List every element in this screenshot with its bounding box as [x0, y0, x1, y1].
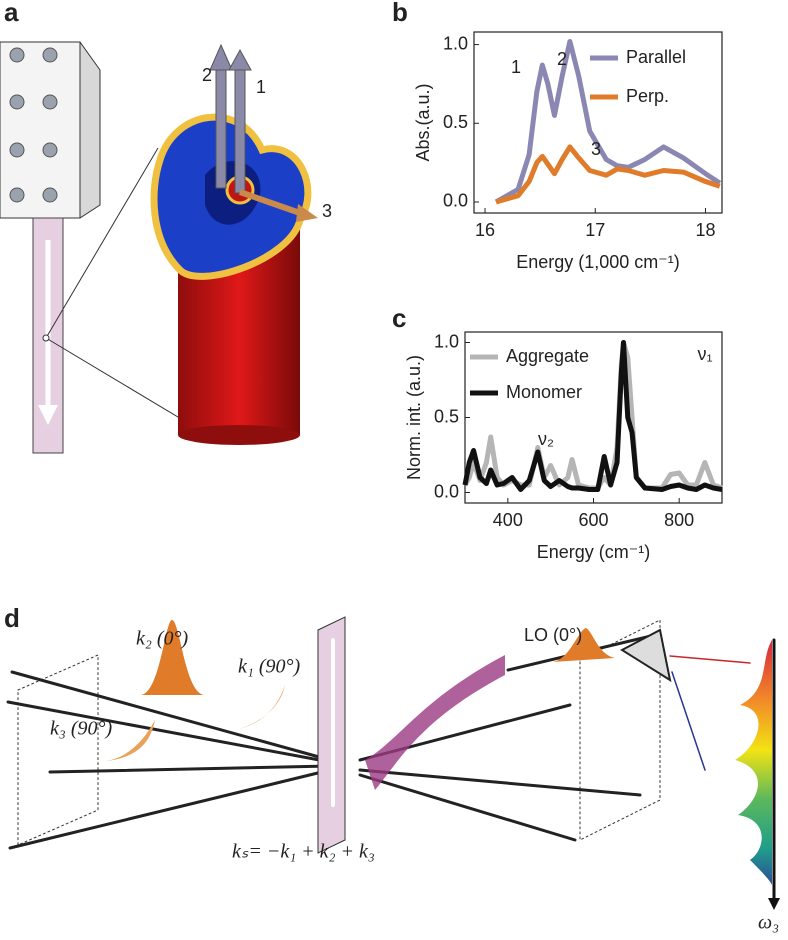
y-axis-label: Abs.(a.u.) [413, 83, 433, 161]
x-tick-label: 17 [585, 220, 605, 240]
series-line [495, 144, 721, 205]
y-tick-label: 0.0 [443, 191, 468, 211]
x-tick-label: 16 [475, 220, 495, 240]
series-line [462, 340, 723, 491]
series-line [494, 38, 722, 205]
y-tick-label: 1.0 [443, 33, 468, 53]
peak-label: 3 [591, 139, 601, 159]
plot-frame [473, 31, 723, 214]
x-axis-label: Energy (cm⁻¹) [537, 542, 651, 562]
arrow-label: 1 [256, 77, 266, 97]
series-line [462, 340, 723, 492]
y-tick-label: 0.5 [434, 406, 459, 426]
diagram-d: k₂ (0°) k₁ (90°) k₃ (90°) LO (0°) kₛ= −k… [6, 616, 780, 934]
axis-label: ω₃ [758, 912, 779, 934]
beam-label: k₁ (90°) [238, 656, 300, 678]
signal-equation: kₛ= −k₁ + k₂ + k₃ [232, 841, 375, 863]
peak-label: ν₂ [538, 429, 554, 449]
legend-label: Parallel [626, 47, 686, 67]
peak-label: 2 [557, 49, 567, 69]
y-tick-label: 1.0 [434, 331, 459, 351]
y-tick-label: 0.5 [443, 112, 468, 132]
legend-label: Aggregate [506, 346, 589, 366]
x-tick-label: 18 [695, 220, 715, 240]
panel-label: b [392, 0, 408, 27]
y-axis-label: Norm. int. (a.u.) [404, 355, 424, 480]
legend-label: Monomer [506, 382, 582, 402]
diagram-a: 2 1 3 [0, 41, 332, 454]
beam-label: LO (0°) [524, 625, 582, 645]
arrow-label: 2 [202, 65, 212, 85]
y-tick-label: 0.0 [434, 481, 459, 501]
x-axis-label: Energy (1,000 cm⁻¹) [516, 252, 680, 272]
panel-label: d [4, 603, 20, 633]
x-tick-label: 800 [664, 510, 694, 530]
panel-label: a [4, 0, 19, 27]
x-tick-label: 400 [493, 510, 523, 530]
x-tick-label: 600 [578, 510, 608, 530]
beam-label: k₂ (0°) [136, 628, 188, 650]
peak-label: 1 [511, 57, 521, 77]
arrow-label: 3 [322, 201, 332, 221]
beam-label: k₃ (90°) [50, 718, 112, 740]
legend-label: Perp. [626, 86, 669, 106]
peak-label: ν₁ [697, 344, 712, 364]
panel-label: c [392, 303, 406, 333]
